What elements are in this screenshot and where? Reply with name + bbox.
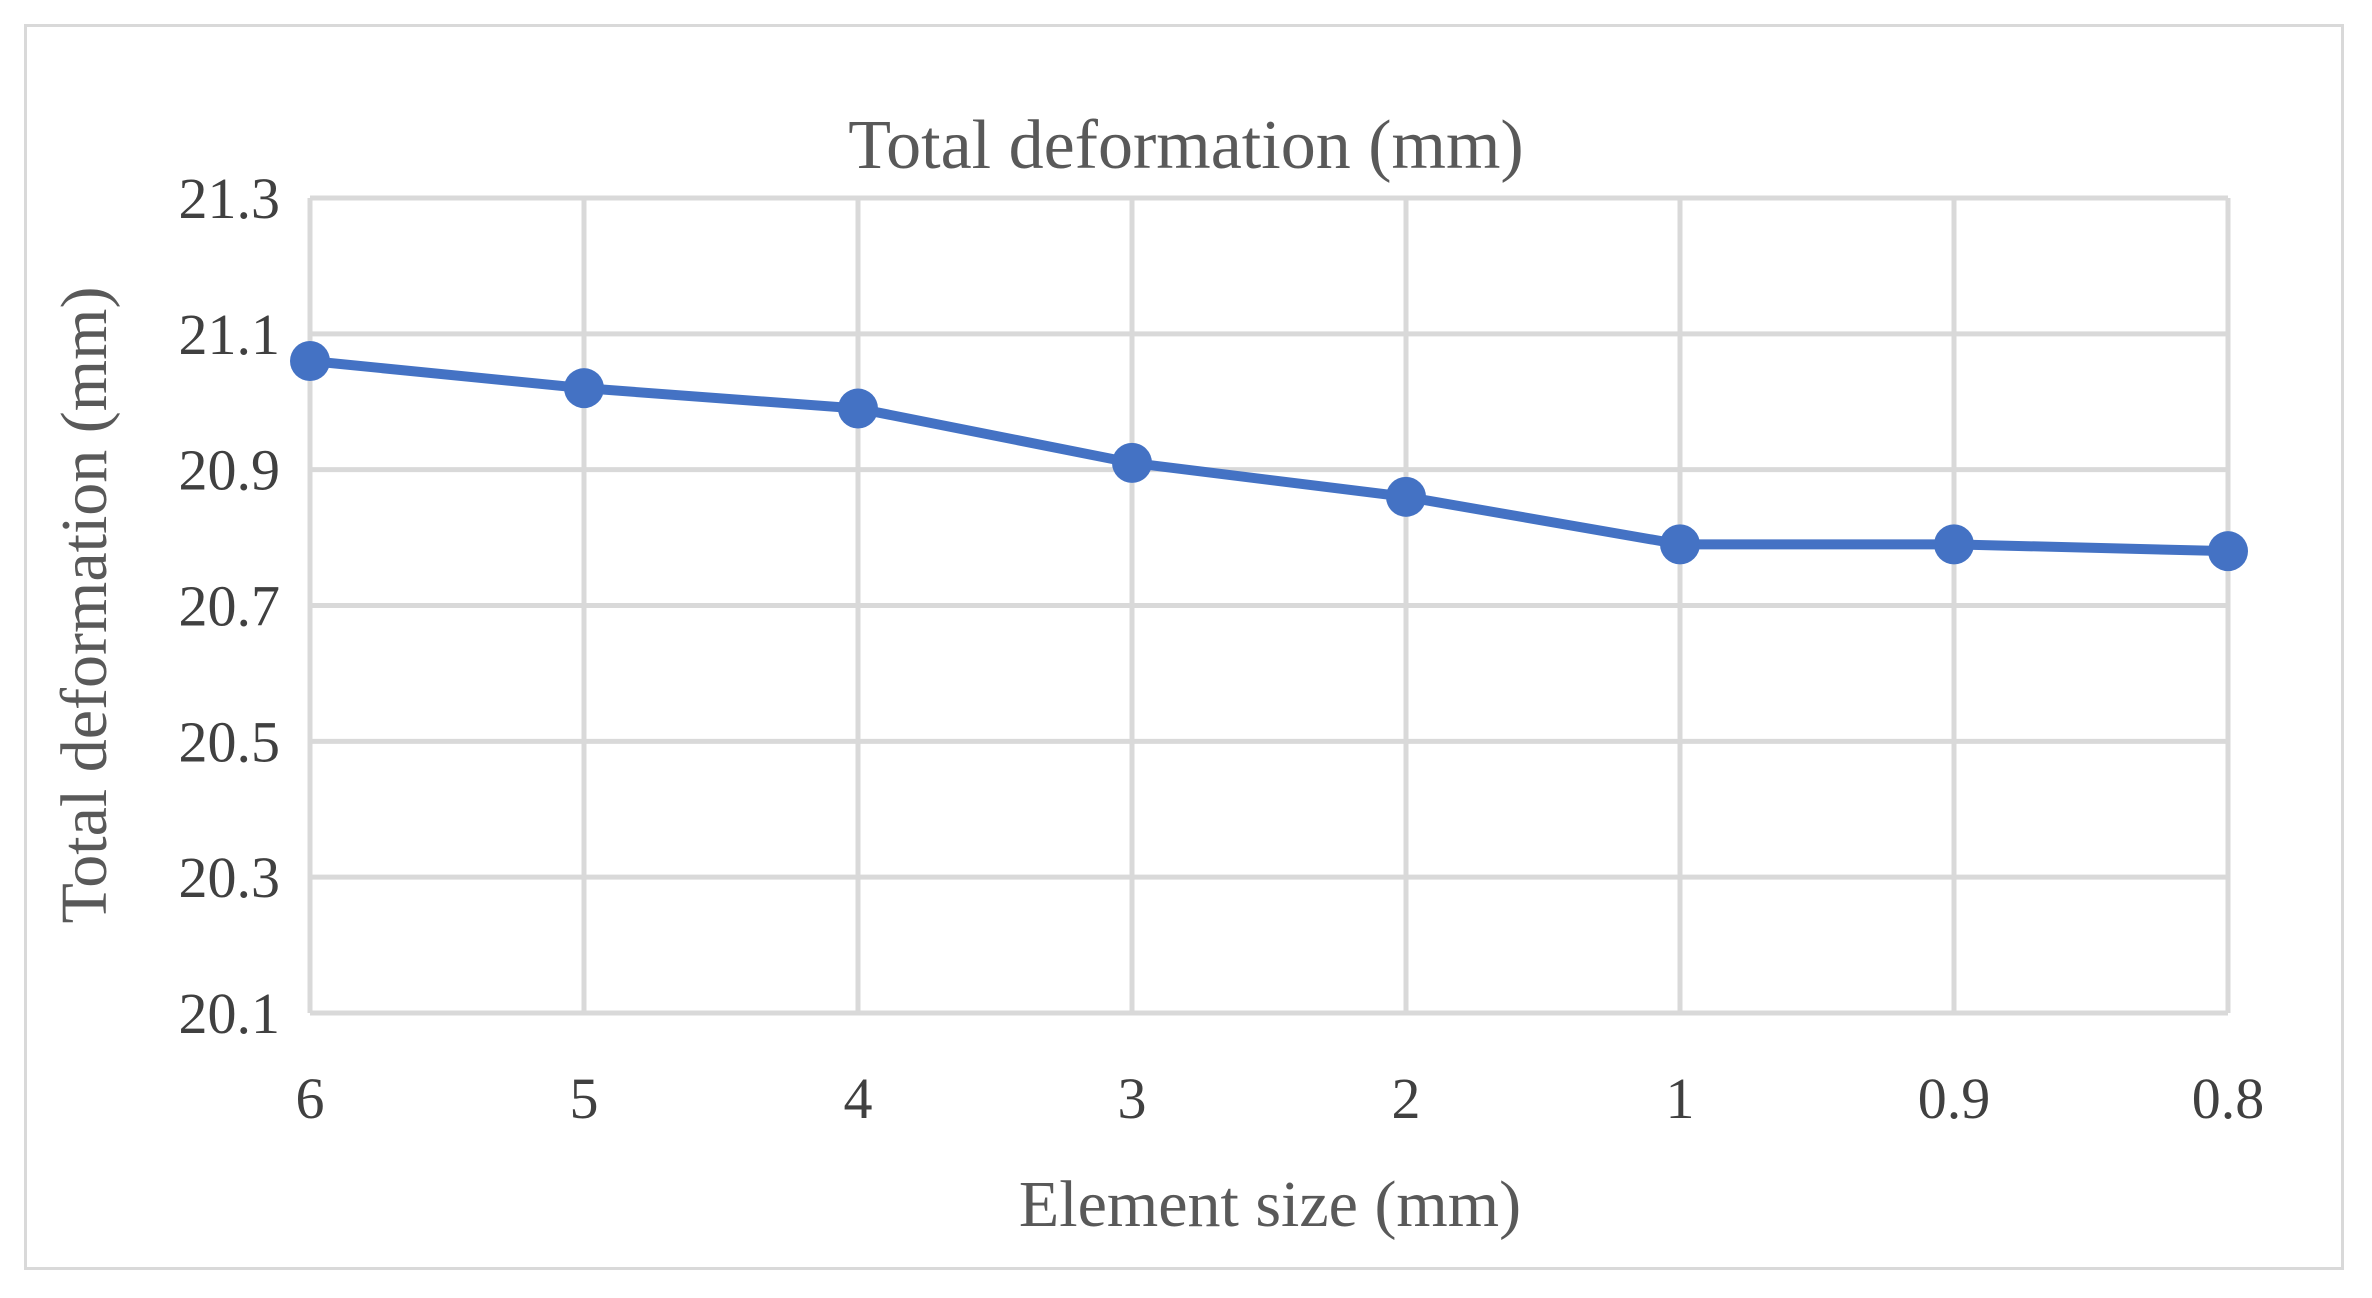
x-tick-label: 0.9 [1918,1066,1991,1131]
y-tick-label: 20.1 [179,981,281,1046]
chart-title: Total deformation (mm) [848,107,1523,184]
series-layer [290,341,2248,572]
data-point [290,341,330,381]
x-tick-label: 3 [1118,1066,1147,1131]
data-point [1660,524,1700,565]
label-layer: 20.1 20.3 20.5 20.7 20.9 21.1 21.3 6 5 4 3 2 1 0.9 0.8 [179,166,2265,1131]
x-tick-label: 1 [1666,1066,1695,1131]
y-tick-label: 20.9 [179,438,281,503]
data-point [1934,524,1974,565]
data-point [1386,476,1426,517]
data-point [2208,531,2248,572]
y-axis-title: Total deformation (mm) [48,287,121,924]
data-point [1112,442,1152,483]
series-line [305,356,2233,557]
x-tick-label: 2 [1392,1066,1421,1131]
y-tick-label: 20.3 [179,845,281,910]
x-tick-label: 5 [570,1066,599,1131]
x-tick-label: 0.8 [2192,1066,2265,1131]
chart-frame [24,24,2344,1270]
x-tick-label: 6 [296,1066,325,1131]
y-tick-label: 20.5 [179,709,281,774]
data-point [564,368,604,409]
grid-layer [307,195,2231,1013]
data-point [838,388,878,429]
y-tick-label: 21.3 [179,166,281,231]
y-tick-label: 20.7 [179,574,281,639]
x-tick-label: 4 [844,1066,873,1131]
x-axis-title: Element size (mm) [1019,1168,1521,1241]
y-tick-label: 21.1 [179,302,281,367]
